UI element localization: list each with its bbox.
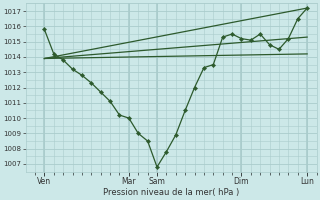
X-axis label: Pression niveau de la mer( hPa ): Pression niveau de la mer( hPa ) [103, 188, 239, 197]
